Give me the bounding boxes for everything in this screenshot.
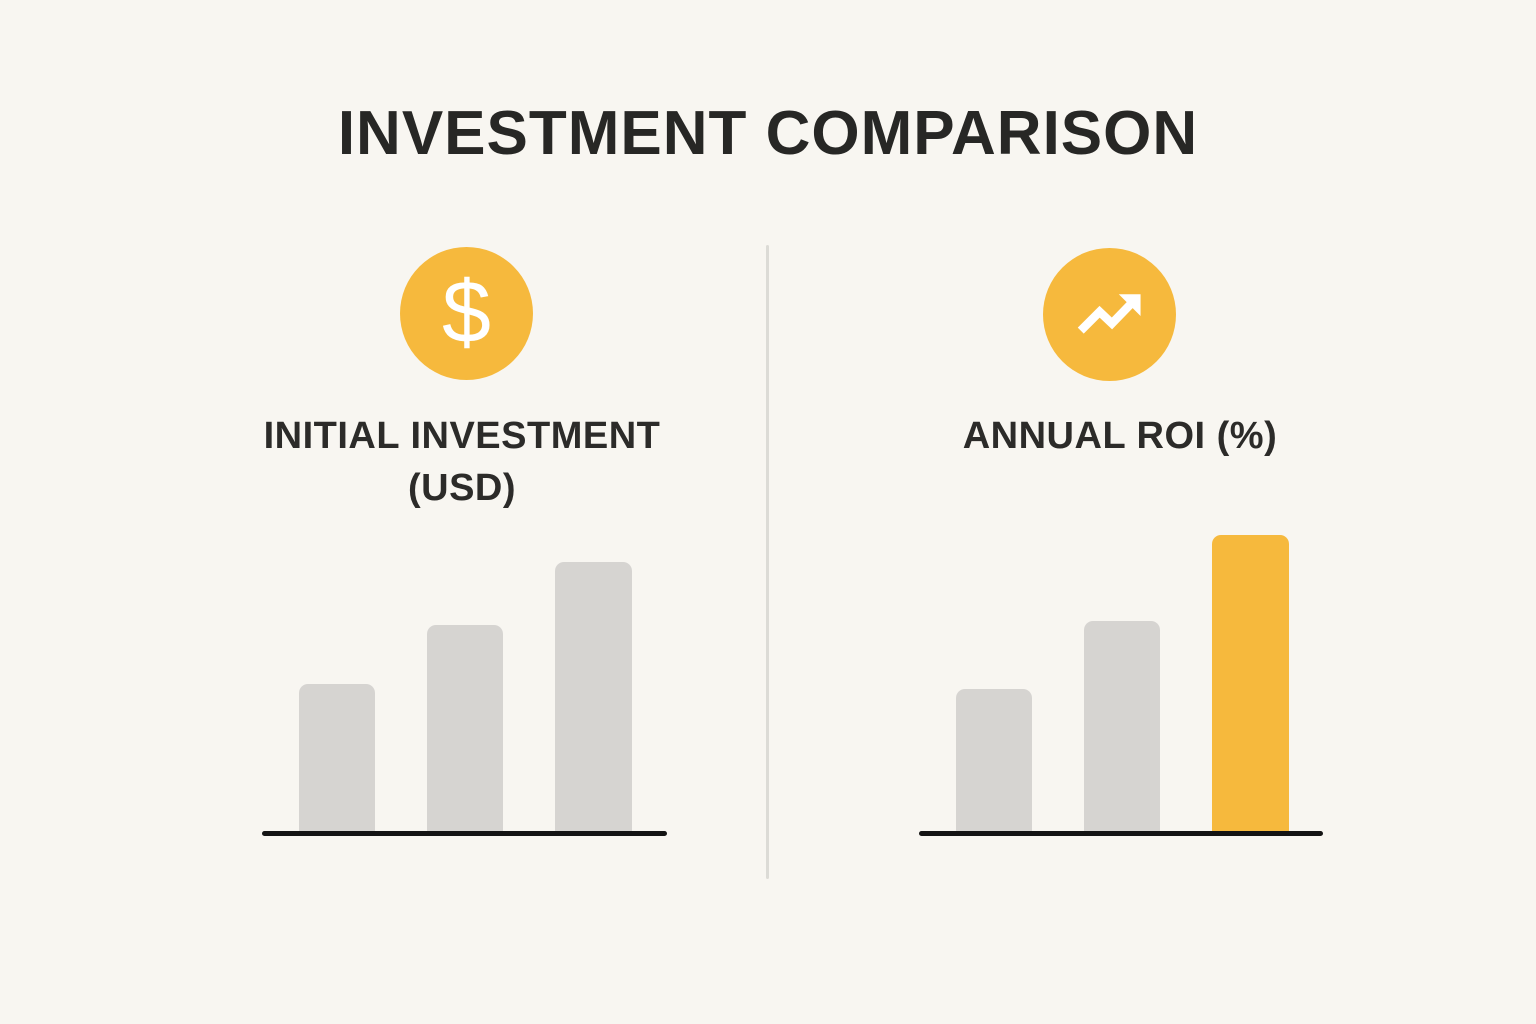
- trending-up-icon: [1043, 248, 1176, 381]
- roi-bar-chart: [956, 535, 1289, 832]
- left-panel-label-line1: INITIAL INVESTMENT: [263, 415, 661, 457]
- left-panel-label: INITIAL INVESTMENT (USD): [232, 410, 692, 514]
- investment-chart-baseline: [262, 831, 667, 836]
- roi-bar-3-highlighted: [1212, 535, 1289, 832]
- panel-divider: [766, 245, 769, 879]
- dollar-icon: $: [400, 247, 533, 380]
- right-panel-label: ANNUAL ROI (%): [962, 415, 1278, 457]
- dollar-glyph: $: [442, 261, 491, 361]
- investment-bar-3: [555, 562, 632, 832]
- left-panel-label-line2: (USD): [407, 467, 517, 509]
- investment-bar-2: [427, 625, 503, 832]
- roi-chart-baseline: [919, 831, 1323, 836]
- investment-bar-1: [299, 684, 375, 832]
- roi-bar-2: [1084, 621, 1160, 832]
- roi-bar-1: [956, 689, 1032, 832]
- page-title: INVESTMENT COMPARISON: [337, 99, 1199, 168]
- trending-up-arrow-glyph: [1077, 293, 1141, 334]
- investment-bar-chart: [299, 562, 632, 832]
